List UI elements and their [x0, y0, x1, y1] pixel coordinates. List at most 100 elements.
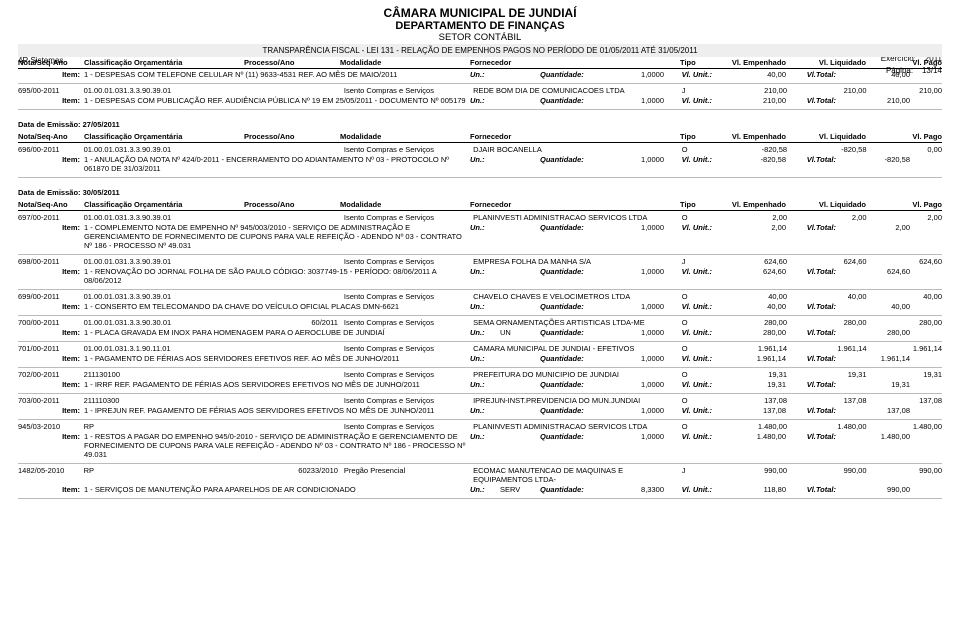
unit-label: Vl. Unit.: — [664, 155, 716, 173]
col-pago: Vl. Pago — [866, 132, 942, 141]
unit-value: -820,58 — [716, 155, 786, 173]
qtd-label: Quantidade: — [540, 223, 604, 250]
cell-tipo: O — [682, 344, 708, 353]
item-label: Item: — [18, 432, 84, 459]
cell-mod: Isento Compras e Serviços — [344, 86, 473, 95]
entry-row: 703/00-2011 211110300 Isento Compras e S… — [18, 394, 942, 405]
un-value — [500, 223, 540, 250]
cell-proc: 60/2011 — [243, 318, 344, 327]
cell-class: 211130100 — [84, 370, 243, 379]
qtd-label: Quantidade: — [540, 380, 604, 389]
tot-value: 210,00 — [840, 96, 910, 105]
cell-tipo: O — [682, 370, 708, 379]
qtd-value: 1,0000 — [604, 354, 664, 363]
cell-class: RP — [84, 466, 243, 484]
cell-forn: EMPRESA FOLHA DA MANHA S/A — [473, 257, 682, 266]
unit-value: 19,31 — [716, 380, 786, 389]
col-liq: Vl. Liquidado — [786, 200, 866, 209]
cell-proc — [243, 396, 344, 405]
item-desc: 1 - DESPESAS COM PUBLICAÇÃO REF. AUDIÊNC… — [84, 96, 470, 105]
cell-nota: 702/00-2011 — [18, 370, 84, 379]
item-desc: 1 - CONSERTO EM TELECOMANDO DA CHAVE DO … — [84, 302, 470, 311]
cell-nota: 699/00-2011 — [18, 292, 84, 301]
tot-value: 1.480,00 — [840, 432, 910, 459]
unit-label: Vl. Unit.: — [664, 406, 716, 415]
tot-value: -820,58 — [840, 155, 910, 173]
cell-liq: 280,00 — [787, 318, 866, 327]
item-row: Item: 1 - DESPESAS COM PUBLICAÇÃO REF. A… — [18, 95, 942, 109]
tot-label: Vl.Total: — [786, 302, 840, 311]
item-desc: 1 - RESTOS A PAGAR DO EMPENHO 945/0-2010… — [84, 432, 470, 459]
unit-value: 1.961,14 — [716, 354, 786, 363]
un-label: Un.: — [470, 70, 500, 79]
cell-liq: 19,31 — [787, 370, 866, 379]
unit-label: Vl. Unit.: — [664, 432, 716, 459]
cell-mod: Isento Compras e Serviços — [344, 344, 473, 353]
cell-forn: PREFEITURA DO MUNICIPIO DE JUNDIAI — [473, 370, 682, 379]
qtd-value: 1,0000 — [604, 267, 664, 285]
un-value — [500, 302, 540, 311]
cell-forn: IPREJUN-INST.PREVIDENCIA DO MUN.JUNDIAI — [473, 396, 682, 405]
item-row: Item: 1 - RENOVAÇÃO DO JORNAL FOLHA DE S… — [18, 266, 942, 289]
column-header-row: Nota/Seq-Ano Classificação Orçamentária … — [18, 199, 942, 211]
cell-nota: 1482/05-2010 — [18, 466, 84, 484]
unit-value: 210,00 — [716, 96, 786, 105]
unit-value: 40,00 — [716, 302, 786, 311]
column-header-row: Nota/Seq-Ano Classificação Orçamentária … — [18, 57, 942, 69]
tot-label: Vl.Total: — [786, 406, 840, 415]
cell-nota: 696/00-2011 — [18, 145, 84, 154]
banner: TRANSPARÊNCIA FISCAL - LEI 131 - RELAÇÃO… — [18, 44, 942, 57]
col-mod: Modalidade — [340, 132, 470, 141]
tot-value: 280,00 — [840, 328, 910, 337]
cell-pago: 1.480,00 — [867, 422, 943, 431]
col-emp: Vl. Empenhado — [706, 58, 786, 67]
un-label: Un.: — [470, 328, 500, 337]
qtd-label: Quantidade: — [540, 406, 604, 415]
tot-value: 137,08 — [840, 406, 910, 415]
cell-liq: 2,00 — [787, 213, 866, 222]
col-mod: Modalidade — [340, 200, 470, 209]
un-label: Un.: — [470, 380, 500, 389]
sys-label: 4R Sistemas — [18, 56, 63, 65]
cell-nota: 700/00-2011 — [18, 318, 84, 327]
unit-label: Vl. Unit.: — [664, 354, 716, 363]
tot-label: Vl.Total: — [786, 328, 840, 337]
cell-mod: Isento Compras e Serviços — [344, 292, 473, 301]
qtd-value: 1,0000 — [604, 328, 664, 337]
col-proc: Processo/Ano — [244, 132, 340, 141]
un-label: Un.: — [470, 302, 500, 311]
cell-pago: 990,00 — [867, 466, 943, 484]
item-label: Item: — [18, 96, 84, 105]
entry-row: 701/00-2011 01.00.01.031.3.1.90.11.01 Is… — [18, 342, 942, 353]
tot-value: 990,00 — [840, 485, 910, 494]
col-mod: Modalidade — [340, 58, 470, 67]
item-row: Item: 1 - PLACA GRAVADA EM INOX PARA HOM… — [18, 327, 942, 341]
cell-forn: PLANINVESTI ADMINISTRACAO SERVICOS LTDA — [473, 213, 682, 222]
un-value: UN — [500, 328, 540, 337]
item-row: Item: 1 - COMPLEMENTO NOTA DE EMPENHO Nº… — [18, 222, 942, 254]
qtd-value: 1,0000 — [604, 302, 664, 311]
cell-nota: 945/03-2010 — [18, 422, 84, 431]
cell-nota: 698/00-2011 — [18, 257, 84, 266]
entry-row: 1482/05-2010 RP 60233/2010 Pregão Presen… — [18, 464, 942, 484]
qtd-value: 1,0000 — [604, 155, 664, 173]
item-label: Item: — [18, 302, 84, 311]
cell-tipo: O — [682, 145, 708, 154]
item-label: Item: — [18, 267, 84, 285]
report-body: Nota/Seq-Ano Classificação Orçamentária … — [18, 57, 942, 499]
cell-tipo: O — [682, 396, 708, 405]
cell-mod: Isento Compras e Serviços — [344, 257, 473, 266]
item-label: Item: — [18, 328, 84, 337]
cell-forn: DJAIR BOCANELLA — [473, 145, 682, 154]
tot-label: Vl.Total: — [786, 155, 840, 173]
row-separator — [18, 498, 942, 499]
unit-value: 1.480,00 — [716, 432, 786, 459]
cell-liq: -820,58 — [787, 145, 866, 154]
item-label: Item: — [18, 485, 84, 494]
tot-label: Vl.Total: — [786, 354, 840, 363]
qtd-value: 1,0000 — [604, 96, 664, 105]
cell-liq: 990,00 — [787, 466, 866, 484]
item-desc: 1 - ANULAÇÃO DA NOTA Nº 424/0-2011 - ENC… — [84, 155, 470, 173]
cell-proc — [243, 257, 344, 266]
pagina-value: 13/14 — [922, 66, 942, 75]
